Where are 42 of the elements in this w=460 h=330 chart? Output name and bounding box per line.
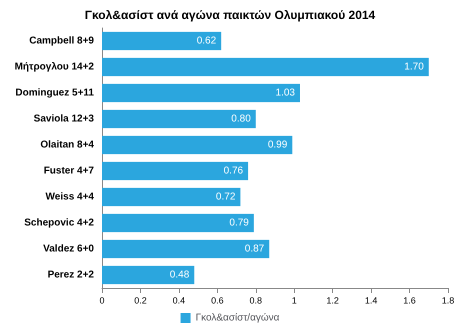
data-label: 0.62 — [196, 36, 217, 46]
bar — [102, 110, 256, 128]
data-label: 0.72 — [216, 192, 236, 202]
data-label: 1.70 — [404, 62, 424, 72]
x-tick-label: 0.8 — [250, 296, 262, 306]
bar — [102, 266, 194, 284]
x-tick-label: 1 — [292, 296, 297, 306]
y-tick-label: Μήτρογλου 14+2 — [14, 62, 94, 72]
y-tick-label: Schepovic 4+2 — [24, 218, 94, 228]
data-label: 0.76 — [224, 166, 244, 176]
x-tick-label: 1.8 — [442, 296, 454, 306]
x-tick-label: 0.4 — [172, 296, 186, 306]
y-tick-label: Olaitan 8+4 — [40, 140, 94, 150]
bar — [102, 240, 270, 258]
x-tick-label: 1.2 — [326, 296, 339, 306]
x-tick-label: 0 — [99, 296, 105, 306]
data-label: 1.03 — [276, 88, 296, 98]
x-tick-label: 1.6 — [403, 296, 416, 306]
bar — [102, 136, 292, 154]
x-tick-label: 0.2 — [134, 296, 147, 306]
bar — [102, 188, 240, 206]
y-tick-label: Saviola 12+3 — [34, 114, 94, 124]
y-tick-label: Perez 2+2 — [48, 270, 94, 280]
data-label: 0.79 — [229, 218, 250, 228]
x-tick-label: 1.4 — [364, 296, 378, 306]
x-tick-label: 0.6 — [211, 296, 224, 306]
y-tick-label: Campbell 8+9 — [29, 36, 94, 46]
bar — [102, 58, 429, 76]
y-tick-label: Weiss 4+4 — [46, 192, 94, 202]
data-label: 0.99 — [268, 140, 288, 150]
chart-title: Γκολ&ασίστ ανά αγώνα παικτών Ολυμπιακού 2014 — [84, 8, 376, 22]
data-label: 0.80 — [231, 114, 252, 124]
data-label: 0.87 — [244, 244, 265, 254]
bar — [102, 214, 254, 232]
bar — [102, 162, 248, 180]
y-tick-label: Valdez 6+0 — [43, 244, 94, 254]
data-label: 0.48 — [170, 270, 190, 280]
legend-label: Γκολ&ασίστ/αγώνα — [196, 312, 280, 324]
y-tick-label: Dominguez 5+11 — [15, 88, 94, 98]
y-tick-label: Fuster 4+7 — [44, 166, 94, 176]
bar — [102, 84, 300, 102]
bar — [102, 32, 222, 50]
